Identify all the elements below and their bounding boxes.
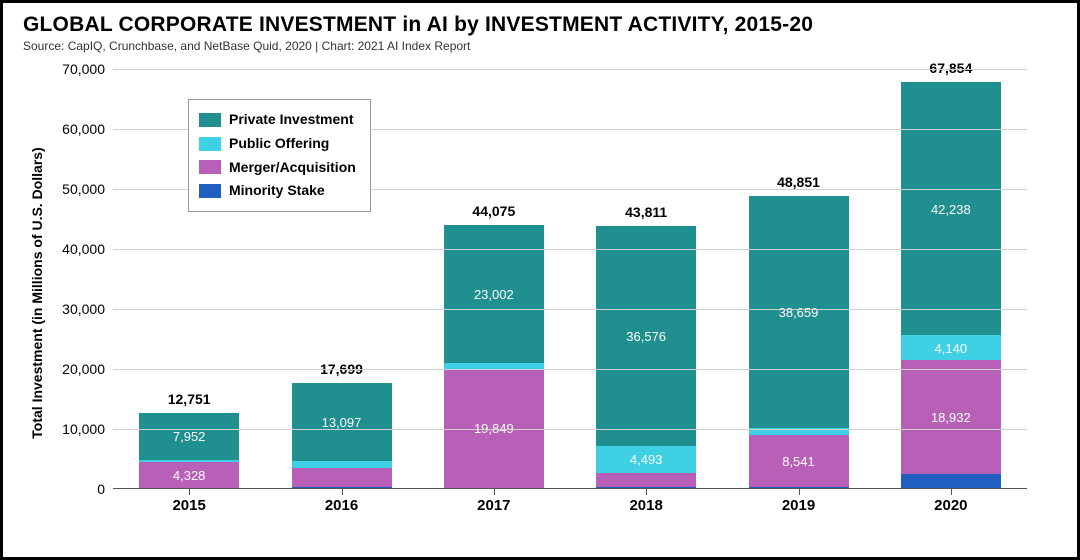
bar-total-label: 48,851 xyxy=(749,174,849,190)
legend-item: Private Investment xyxy=(199,108,356,132)
bar-segment-private-investment xyxy=(749,196,849,428)
bar-segment-private-investment xyxy=(292,383,392,462)
gridline xyxy=(113,69,1027,70)
bar-segment-merger-acquisition xyxy=(139,462,239,488)
x-tick-mark xyxy=(646,489,647,495)
bar-segment-public-offering xyxy=(292,461,392,468)
y-tick-label: 60,000 xyxy=(62,121,113,137)
gridline xyxy=(113,369,1027,370)
bar-total-label: 12,751 xyxy=(139,391,239,407)
y-tick-label: 20,000 xyxy=(62,361,113,377)
legend-label: Minority Stake xyxy=(229,179,325,203)
legend: Private InvestmentPublic OfferingMerger/… xyxy=(188,99,371,212)
chart-area: Total Investment (in Millions of U.S. Do… xyxy=(23,59,1057,527)
legend-swatch xyxy=(199,113,221,127)
y-axis-title: Total Investment (in Millions of U.S. Do… xyxy=(29,147,45,438)
bar-segment-private-investment xyxy=(444,225,544,363)
x-tick-mark xyxy=(342,489,343,495)
bar-segment-private-investment xyxy=(139,413,239,461)
legend-item: Minority Stake xyxy=(199,179,356,203)
bar-segment-public-offering xyxy=(444,363,544,369)
legend-swatch xyxy=(199,160,221,174)
legend-label: Private Investment xyxy=(229,108,354,132)
gridline xyxy=(113,309,1027,310)
y-tick-label: 50,000 xyxy=(62,181,113,197)
x-axis-baseline xyxy=(113,488,1027,489)
x-tick-mark xyxy=(494,489,495,495)
x-tick-mark xyxy=(951,489,952,495)
bar-total-label: 43,811 xyxy=(596,204,696,220)
chart-title: GLOBAL CORPORATE INVESTMENT in AI by INV… xyxy=(23,13,1057,37)
gridline xyxy=(113,249,1027,250)
bar-total-label: 44,075 xyxy=(444,203,544,219)
y-tick-label: 0 xyxy=(97,481,113,497)
y-tick-label: 30,000 xyxy=(62,301,113,317)
x-tick-mark xyxy=(189,489,190,495)
legend-item: Merger/Acquisition xyxy=(199,156,356,180)
bar-segment-public-offering xyxy=(596,446,696,473)
bar-segment-merger-acquisition xyxy=(596,473,696,487)
plot-region: 4,3287,95212,75113,09717,69919,84923,002… xyxy=(113,69,1027,489)
bar-segment-merger-acquisition xyxy=(901,360,1001,474)
bar-segment-merger-acquisition xyxy=(292,468,392,487)
bar-segment-minority-stake xyxy=(901,474,1001,489)
chart-frame: GLOBAL CORPORATE INVESTMENT in AI by INV… xyxy=(0,0,1080,560)
legend-swatch xyxy=(199,137,221,151)
bar-segment-merger-acquisition xyxy=(749,435,849,486)
bar-segment-public-offering xyxy=(139,460,239,462)
bar-segment-private-investment xyxy=(596,226,696,445)
bar-segment-public-offering xyxy=(901,335,1001,360)
chart-source: Source: CapIQ, Crunchbase, and NetBase Q… xyxy=(23,39,1057,53)
legend-label: Merger/Acquisition xyxy=(229,156,356,180)
legend-item: Public Offering xyxy=(199,132,356,156)
bar-segment-private-investment xyxy=(901,82,1001,335)
y-tick-label: 40,000 xyxy=(62,241,113,257)
bar-total-label: 67,854 xyxy=(901,60,1001,76)
legend-swatch xyxy=(199,184,221,198)
y-tick-label: 10,000 xyxy=(62,421,113,437)
gridline xyxy=(113,429,1027,430)
legend-label: Public Offering xyxy=(229,132,329,156)
y-tick-label: 70,000 xyxy=(62,61,113,77)
x-tick-mark xyxy=(799,489,800,495)
